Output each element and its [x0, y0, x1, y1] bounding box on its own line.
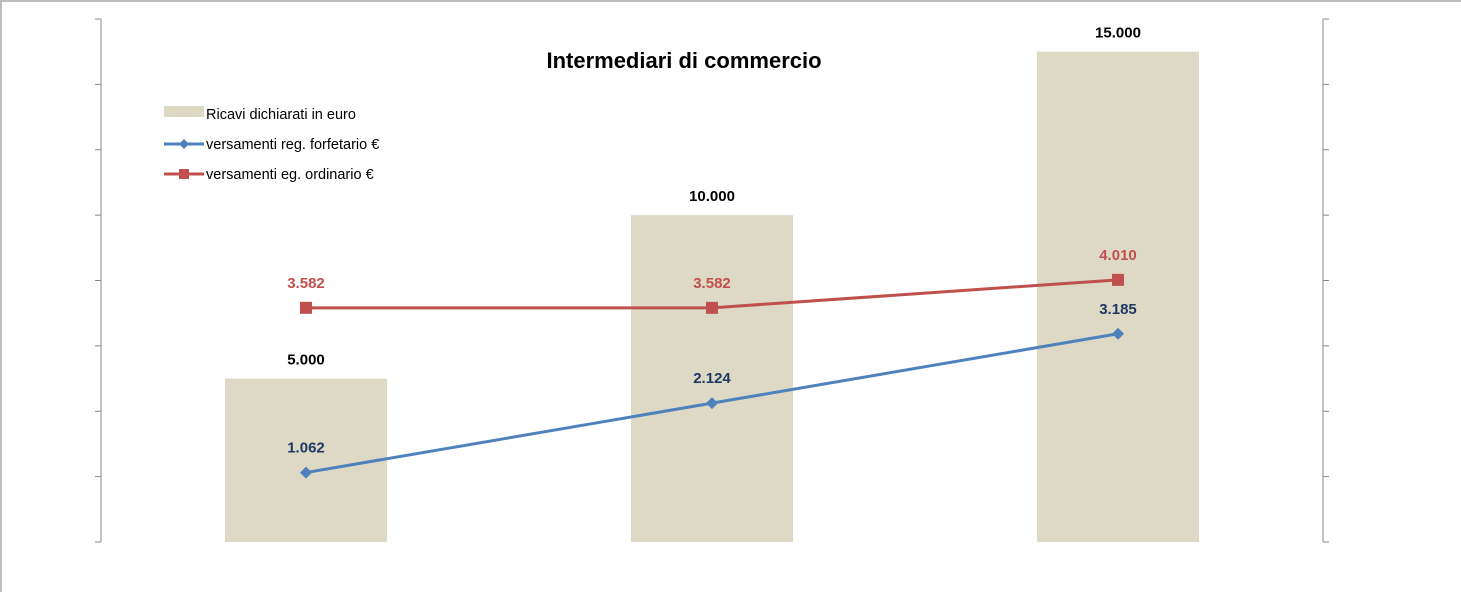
legend-label: versamenti eg. ordinario € [206, 167, 374, 183]
left-axis-ticks [95, 18, 101, 543]
line-data-label: 3.185 [1099, 301, 1137, 318]
square-marker [706, 301, 718, 314]
bars-layer [225, 51, 1199, 542]
line-data-label: 1.062 [287, 440, 325, 457]
line-data-label: 4.010 [1099, 247, 1137, 264]
bar-data-label: 5.000 [287, 352, 325, 369]
legend-label: Ricavi dichiarati in euro [206, 107, 356, 123]
diamond-marker [300, 466, 312, 479]
bar [225, 378, 387, 542]
legend-label: versamenti reg. forfetario € [206, 137, 379, 153]
legend-swatch [164, 106, 204, 117]
line-data-label: 2.124 [693, 370, 731, 387]
bar-data-label: 10.000 [689, 188, 735, 205]
diamond-marker [706, 397, 718, 410]
right-axis-ticks [1323, 18, 1329, 543]
square-marker [300, 301, 312, 314]
square-marker [1112, 273, 1124, 286]
line-data-label: 3.582 [693, 275, 731, 292]
bar-data-label: 15.000 [1095, 25, 1141, 42]
lines-layer [300, 273, 1124, 479]
legend-square-marker [179, 169, 189, 179]
line-data-label: 3.582 [287, 275, 325, 292]
diamond-marker [1112, 327, 1124, 340]
chart-title: Intermediari di commercio [546, 48, 821, 73]
bar [631, 215, 793, 542]
legend-diamond-marker [179, 139, 189, 149]
bar [1037, 51, 1199, 542]
legend: Ricavi dichiarati in euro versamenti reg.… [164, 106, 379, 183]
labels-layer: 5.000 10.000 15.000 1.062 2.124 3.185 3.582 3.5… [287, 25, 1141, 457]
